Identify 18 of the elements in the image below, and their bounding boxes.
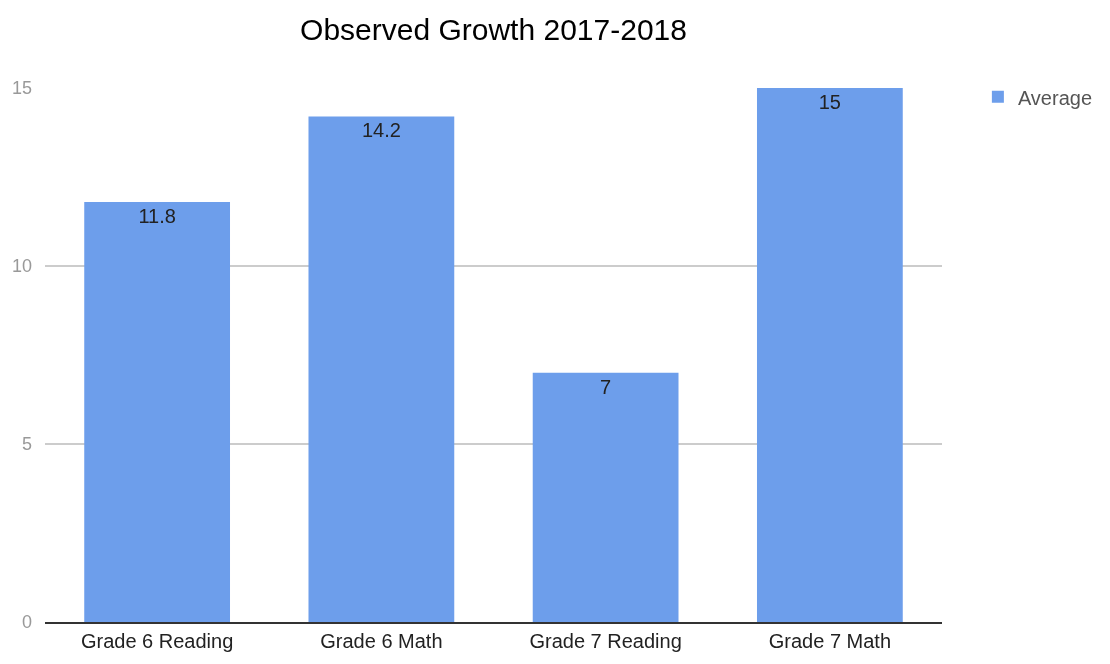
y-tick-label: 5 [21,434,32,455]
y-tick-label: 15 [11,78,32,99]
data-label: 15 [818,91,841,113]
data-label: 11.8 [138,204,176,227]
data-label: 7 [600,375,612,398]
legend-label: Average [1017,86,1093,109]
bar [84,201,231,622]
y-tick-label: 0 [21,612,32,633]
bar [756,88,903,622]
x-tick-label: Grade 7 Reading [529,630,682,652]
x-tick-label: Grade 6 Reading [80,630,234,652]
x-tick-label: Grade 7 Math [768,630,892,652]
bar [308,116,455,622]
bar [532,372,679,622]
data-label: 14.2 [361,119,401,142]
chart-title: Observed Growth 2017-2018 [300,13,687,47]
y-tick-label: 10 [11,256,32,277]
x-tick-label: Grade 6 Math [320,630,443,652]
